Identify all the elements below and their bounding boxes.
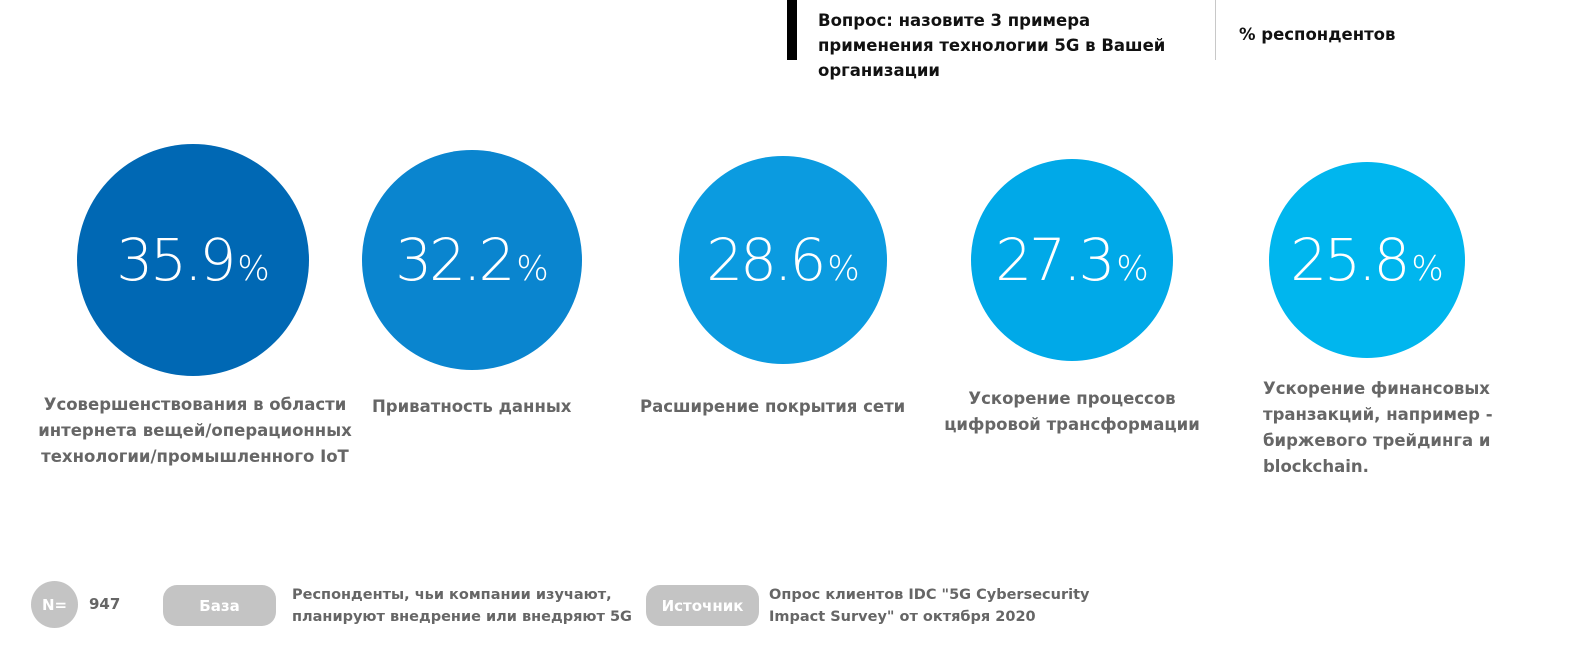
base-badge: База	[163, 585, 276, 626]
bubble-value-number: 25.8	[1290, 225, 1410, 294]
bubble-value-number: 27.3	[995, 225, 1115, 294]
category-label-4: Ускорение процессов цифровой трансформац…	[944, 389, 1200, 434]
category-label-5: Ускорение финансовых транзакций, наприме…	[1263, 379, 1493, 476]
bubble-5: 25.8%	[1268, 161, 1466, 359]
bubble-value-1: 35.9%	[116, 226, 269, 294]
header-divider	[1215, 0, 1216, 60]
base-text: Респонденты, чьи компании изучают, плани…	[292, 587, 632, 625]
header-accent-bar	[787, 0, 797, 60]
bubble-value-percent: %	[1411, 248, 1444, 289]
bubble-value-3: 28.6%	[706, 226, 859, 294]
bubble-3: 28.6%	[679, 156, 887, 364]
n-badge: N=	[31, 581, 78, 628]
category-label-2: Приватность данных	[372, 397, 572, 416]
bubble-value-percent: %	[1116, 248, 1149, 289]
bubble-1: 35.9%	[77, 144, 309, 376]
bubble-value-number: 32.2	[395, 225, 515, 294]
bubble-value-number: 28.6	[706, 225, 826, 294]
category-label-1: Усовершенствования в области интернета в…	[38, 395, 352, 466]
bubble-4: 27.3%	[970, 158, 1174, 362]
bubble-value-percent: %	[237, 249, 270, 289]
bubble-2: 32.2%	[362, 150, 582, 370]
source-text: Опрос клиентов IDC "5G Cybersecurity Imp…	[769, 587, 1090, 625]
bubble-value-percent: %	[827, 248, 860, 289]
unit-label: % респондентов	[1239, 25, 1396, 44]
category-label-3: Расширение покрытия сети	[640, 397, 906, 416]
bubble-value-percent: %	[516, 248, 549, 289]
n-value: 947	[89, 595, 121, 613]
source-badge: Источник	[646, 585, 759, 626]
bubble-value-number: 35.9	[116, 226, 236, 294]
question-text: Вопрос: назовите 3 примера применения те…	[818, 11, 1166, 80]
bubble-value-2: 32.2%	[395, 226, 548, 294]
bubble-value-5: 25.8%	[1290, 226, 1443, 294]
bubble-value-4: 27.3%	[995, 226, 1148, 294]
